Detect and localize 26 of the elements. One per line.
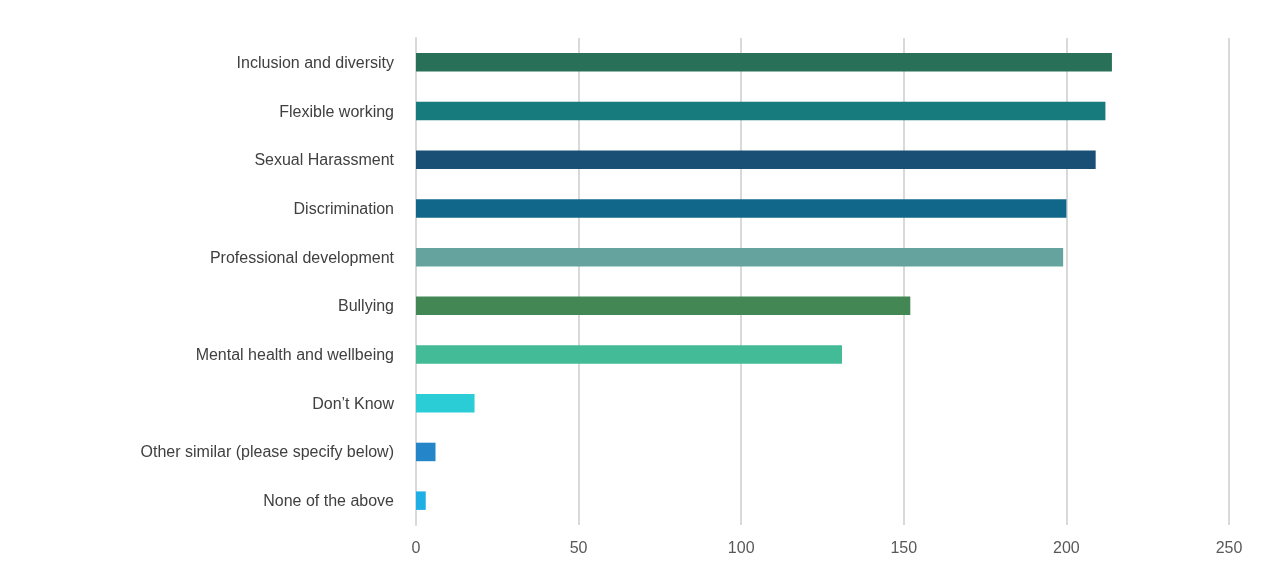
bar: [416, 247, 1064, 267]
x-tick-label: 200: [1053, 538, 1080, 556]
x-tick-label: 250: [1215, 538, 1243, 556]
x-tick-label: 100: [727, 538, 755, 556]
bar: [416, 199, 1067, 218]
x-tick-label: 150: [890, 538, 918, 556]
y-tick-label: Bullying: [337, 297, 394, 315]
y-tick-label: Inclusion and diversity: [236, 53, 394, 71]
y-tick-label: Mental health and wellbeing: [195, 346, 394, 364]
bar: [416, 101, 1106, 121]
bar: [416, 442, 436, 462]
y-tick-label: Flexible working: [279, 102, 394, 120]
bar: [416, 53, 1112, 72]
y-tick-label: Don’t Know: [312, 394, 395, 412]
y-tick-label: Other similar (please specify below): [140, 443, 394, 461]
x-tick-label: 50: [569, 538, 588, 556]
y-tick-label: Discrimination: [293, 199, 394, 217]
y-tick-label: None of the above: [263, 492, 395, 510]
y-tick-label: Professional development: [209, 248, 395, 266]
bar: [416, 491, 426, 510]
bar: [416, 394, 475, 413]
bar: [416, 345, 843, 364]
bar: [416, 150, 1096, 169]
bar: [416, 296, 911, 316]
x-tick-label: 0: [411, 538, 421, 556]
y-tick-label: Sexual Harassment: [254, 151, 395, 169]
